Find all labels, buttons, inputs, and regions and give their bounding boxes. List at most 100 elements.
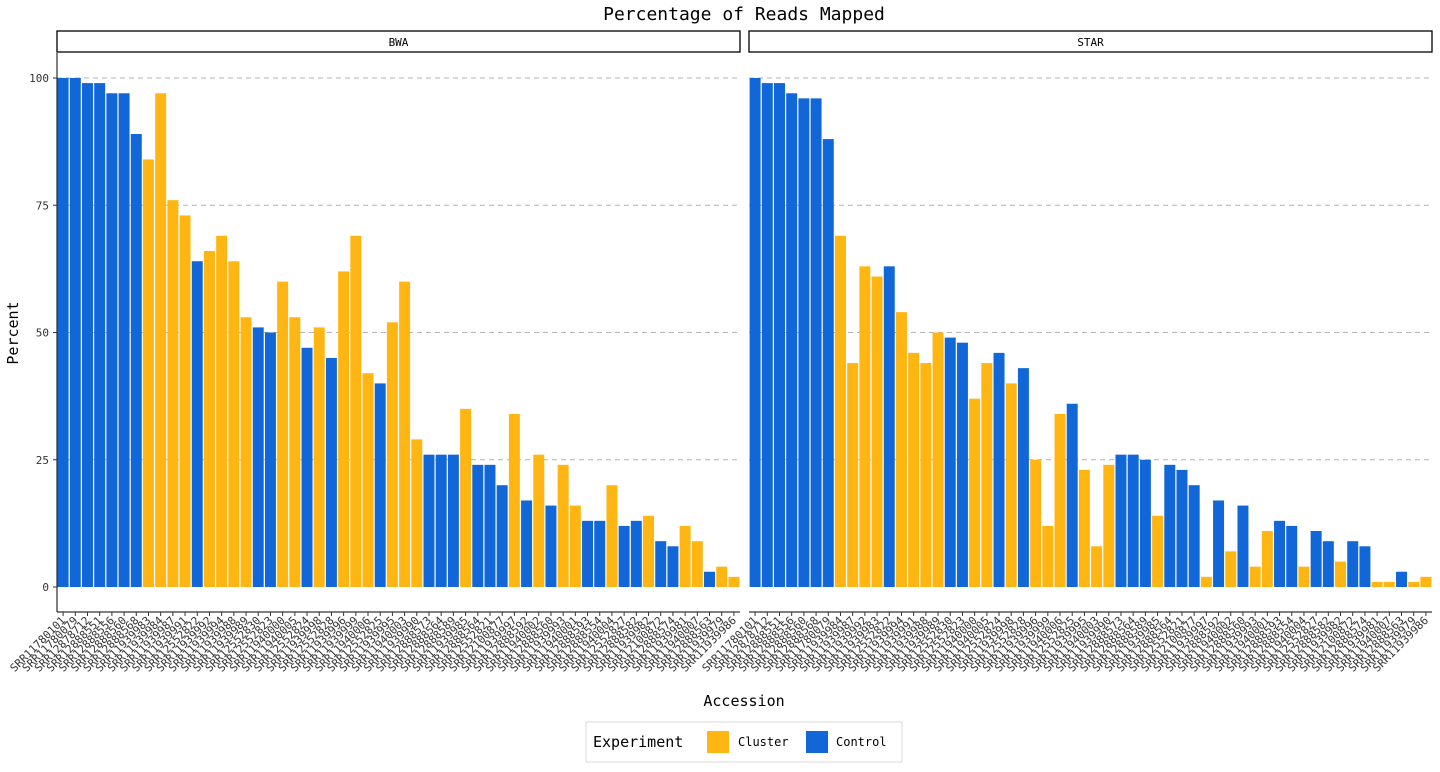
bar-star-srr11780079 — [822, 139, 834, 587]
bar-bwa-srr12888582 — [630, 520, 642, 587]
bar-star-srr11939982 — [1335, 561, 1347, 587]
panels-layer: BWASRR11780101SRR11780079SRR12878712SRR1… — [8, 30, 1433, 675]
bar-star-srr11939991 — [908, 352, 920, 587]
bar-star-srr12888574 — [1359, 546, 1371, 587]
bar-bwa-srr11939984 — [155, 93, 167, 588]
bar-bwa-srr12888551 — [94, 83, 106, 587]
bar-star-srr11939998 — [1005, 383, 1017, 587]
panel-bwa: BWASRR11780101SRR11780079SRR12878712SRR1… — [8, 30, 741, 675]
bar-bwa-srr12888589 — [447, 454, 459, 587]
bar-star-srr12888589 — [1139, 459, 1151, 587]
bar-bwa-srr12552823 — [264, 332, 276, 587]
bar-bwa-srr11939994 — [216, 235, 228, 588]
bar-bwa-srr11939979 — [716, 566, 728, 587]
bar-bwa-srr11939983 — [142, 159, 154, 587]
bar-bwa-srr12878712 — [82, 83, 93, 587]
bar-bwa-srr11940002 — [533, 454, 545, 587]
bar-star-srr11940002 — [1225, 551, 1237, 587]
chart-title: Percentage of Reads Mapped — [603, 4, 885, 25]
bar-star-srr12100872 — [1347, 541, 1359, 587]
bar-star-srr11939999 — [1042, 525, 1054, 587]
bar-star-srr12888551 — [774, 83, 785, 587]
bar-bwa-srr12100877 — [496, 485, 508, 587]
legend-label-control: Control — [836, 735, 887, 749]
bar-bwa-srr12552830 — [252, 327, 264, 587]
bar-star-srr12552824 — [993, 352, 1005, 587]
bar-star-srr11940007 — [1383, 581, 1395, 587]
bar-bwa-srr11940005 — [289, 317, 301, 587]
bar-star-srr11939993 — [1249, 566, 1261, 587]
bar-bwa-srr12100872 — [655, 541, 667, 587]
bar-star-srr12888564 — [1127, 454, 1139, 587]
bar-bwa-srr11939996 — [338, 271, 350, 587]
bar-star-srr11940000 — [969, 398, 981, 587]
bar-star-srr12552825 — [1066, 403, 1078, 587]
bar-bwa-srr12552827 — [618, 525, 630, 587]
bar-star-srr12888582 — [1322, 541, 1334, 587]
bar-star-srr11940003 — [1091, 546, 1103, 587]
bar-star-srr12878712 — [761, 83, 773, 587]
bar-bwa-srr12888560 — [545, 505, 557, 587]
bar-star-srr11939996 — [1030, 459, 1042, 587]
bar-star-srr12552822 — [883, 266, 895, 587]
bar-bwa-srr11939991 — [179, 215, 191, 587]
bar-bwa-srr11939981 — [679, 525, 691, 587]
bar-star-srr12552821 — [1176, 469, 1188, 587]
bar-star-srr11939979 — [1408, 581, 1420, 587]
bar-bwa-srr12552824 — [301, 347, 313, 587]
bar-bwa-srr12888573 — [423, 454, 435, 587]
bar-star-srr12888554 — [1286, 525, 1298, 587]
bar-star-srr12552828 — [1017, 368, 1029, 587]
bar-bwa-srr12888564 — [435, 454, 447, 587]
bar-bwa-srr11939997 — [508, 413, 520, 587]
legend: Experiment Cluster Control — [585, 721, 903, 763]
y-tick-label: 100 — [29, 72, 49, 85]
y-axis-title: Percent — [4, 301, 22, 364]
legend-key-cluster — [707, 731, 729, 753]
bar-star-srr12888564 — [1164, 464, 1176, 587]
bar-bwa-srr11940000 — [277, 281, 289, 587]
bar-star-srr11940004 — [1298, 566, 1310, 587]
bar-star-srr12552823 — [956, 342, 968, 587]
y-tick-label: 75 — [36, 199, 49, 212]
bar-star-srr11780101 — [749, 78, 761, 587]
bar-star-srr11939981 — [1371, 581, 1383, 587]
bar-bwa-srr11780079 — [69, 78, 81, 587]
bar-star-srr11939990 — [1103, 464, 1115, 587]
bar-bwa-srr12888593 — [582, 520, 594, 587]
bar-bwa-srr11940003 — [399, 281, 411, 587]
bar-bwa-srr11939992 — [203, 251, 215, 587]
bar-star-srr11939997 — [1200, 576, 1212, 587]
bar-star-srr11939986 — [1420, 576, 1432, 587]
bar-bwa-srr11939989 — [240, 317, 252, 587]
bar-bwa-srr12888574 — [667, 546, 679, 587]
bar-bwa-srr12888563 — [704, 571, 715, 587]
bar-star-srr12888563 — [1396, 571, 1407, 587]
bar-star-srr11940005 — [981, 363, 993, 587]
bar-bwa-srr11939982 — [643, 515, 655, 587]
bar-bwa-srr11940006 — [362, 373, 374, 587]
strip-box-bwa — [56, 30, 741, 53]
x-axis-title: Accession — [703, 692, 784, 710]
bar-bwa-srr12888592 — [521, 500, 533, 587]
bar-bwa-srr12552825 — [374, 383, 386, 587]
bar-bwa-srr12888568 — [130, 133, 142, 588]
bar-star-srr12888560 — [798, 98, 810, 588]
bar-star-srr11939984 — [834, 235, 846, 588]
bar-star-srr11939989 — [932, 332, 944, 587]
bar-bwa-srr11780101 — [57, 78, 69, 587]
bar-bwa-srr11939999 — [350, 235, 362, 588]
bar-star-srr12888556 — [786, 93, 798, 588]
bar-star-srr11939995 — [1078, 469, 1090, 587]
bar-star-srr12888593 — [1274, 520, 1286, 587]
bar-bwa-srr11940007 — [691, 541, 703, 587]
legend-title: Experiment — [593, 733, 683, 751]
y-tick-label: 25 — [36, 454, 49, 467]
bar-bwa-srr11940004 — [606, 485, 618, 587]
bar-bwa-srr11939986 — [728, 576, 740, 587]
legend-label-cluster: Cluster — [738, 735, 789, 749]
bar-star-srr12552827 — [1310, 531, 1322, 587]
bar-star-srr12888560 — [1237, 505, 1249, 587]
